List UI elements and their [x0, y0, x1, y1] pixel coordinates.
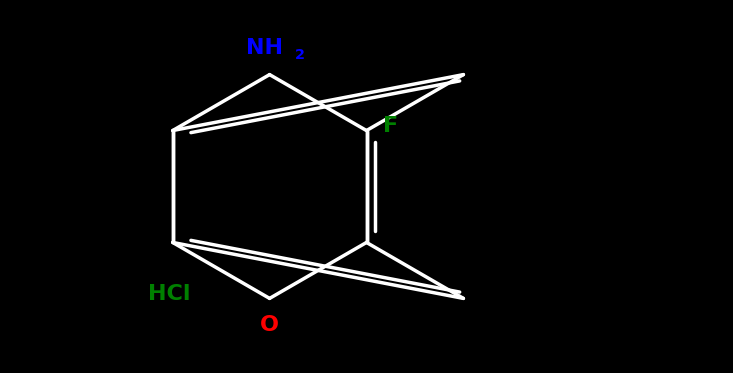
Text: HCl: HCl	[148, 284, 191, 304]
Text: O: O	[260, 315, 279, 335]
Text: 2: 2	[295, 48, 304, 62]
Text: NH: NH	[246, 38, 284, 58]
Text: F: F	[383, 116, 399, 136]
